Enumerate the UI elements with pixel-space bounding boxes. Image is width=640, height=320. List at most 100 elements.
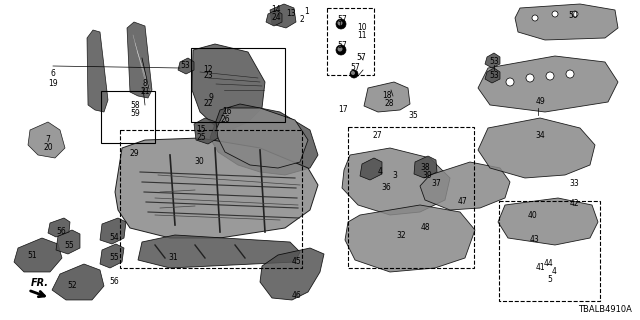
Circle shape	[552, 11, 558, 17]
Text: 12: 12	[204, 65, 212, 74]
Polygon shape	[28, 122, 65, 158]
Polygon shape	[478, 56, 618, 112]
Text: 42: 42	[569, 199, 579, 209]
Text: 49: 49	[535, 98, 545, 107]
Text: 38: 38	[420, 164, 430, 172]
Text: 5: 5	[548, 275, 552, 284]
Text: 15: 15	[196, 124, 206, 133]
Text: 51: 51	[27, 251, 37, 260]
Bar	[348, 127, 474, 268]
Polygon shape	[485, 53, 500, 68]
Polygon shape	[192, 44, 265, 130]
Text: 29: 29	[129, 148, 139, 157]
Polygon shape	[515, 4, 618, 40]
Polygon shape	[56, 230, 80, 254]
Text: 30: 30	[194, 156, 204, 165]
Polygon shape	[266, 10, 282, 26]
Text: 26: 26	[220, 115, 230, 124]
Text: 35: 35	[408, 110, 418, 119]
Polygon shape	[100, 244, 124, 268]
Polygon shape	[270, 4, 296, 28]
Circle shape	[566, 70, 574, 78]
Polygon shape	[260, 248, 324, 300]
Polygon shape	[420, 162, 510, 210]
Text: 8: 8	[143, 79, 147, 89]
Text: 36: 36	[381, 183, 391, 193]
Text: 23: 23	[203, 71, 213, 81]
Text: 19: 19	[48, 79, 58, 89]
Text: 53: 53	[489, 57, 499, 66]
Text: 57: 57	[356, 53, 366, 62]
Circle shape	[532, 15, 538, 21]
Text: 33: 33	[569, 179, 579, 188]
Text: 45: 45	[292, 257, 302, 266]
Text: 14: 14	[271, 5, 281, 14]
Text: 1: 1	[305, 7, 309, 17]
Polygon shape	[485, 68, 500, 83]
Text: 31: 31	[168, 253, 178, 262]
Text: 16: 16	[222, 107, 232, 116]
Text: 47: 47	[458, 196, 468, 205]
Text: 39: 39	[422, 172, 432, 180]
Text: 55: 55	[64, 241, 74, 250]
Circle shape	[350, 70, 358, 78]
Text: 55: 55	[109, 252, 119, 261]
Text: 53: 53	[489, 71, 499, 81]
Circle shape	[336, 19, 346, 29]
Text: 21: 21	[140, 87, 150, 97]
Polygon shape	[498, 198, 598, 245]
Text: 43: 43	[529, 236, 539, 244]
Text: 4: 4	[552, 267, 556, 276]
Text: 9: 9	[209, 92, 213, 101]
Polygon shape	[138, 235, 300, 268]
Circle shape	[572, 11, 578, 17]
Text: 11: 11	[357, 31, 367, 41]
Text: 56: 56	[56, 228, 66, 236]
Polygon shape	[478, 118, 595, 178]
Text: 57: 57	[337, 42, 347, 51]
Polygon shape	[14, 238, 62, 272]
Polygon shape	[360, 158, 382, 180]
Text: 22: 22	[204, 100, 212, 108]
Text: 41: 41	[535, 263, 545, 273]
Text: 40: 40	[527, 211, 537, 220]
Circle shape	[506, 78, 514, 86]
Polygon shape	[87, 30, 108, 112]
Text: 13: 13	[286, 10, 296, 19]
Bar	[499, 201, 600, 301]
Text: 4: 4	[378, 166, 383, 175]
Circle shape	[337, 20, 342, 26]
Polygon shape	[215, 108, 308, 168]
Bar	[191, 48, 285, 122]
Polygon shape	[178, 58, 194, 74]
Text: 37: 37	[431, 179, 441, 188]
Circle shape	[526, 74, 534, 82]
Text: 17: 17	[338, 106, 348, 115]
Text: 2: 2	[300, 15, 305, 25]
Bar	[101, 91, 155, 143]
Bar	[327, 8, 374, 75]
Text: 57: 57	[337, 15, 347, 25]
Text: 50: 50	[568, 11, 578, 20]
Text: 54: 54	[109, 233, 119, 242]
Text: FR.: FR.	[31, 278, 49, 288]
Text: 44: 44	[544, 259, 554, 268]
Polygon shape	[414, 156, 437, 178]
Text: 27: 27	[372, 132, 382, 140]
Polygon shape	[115, 138, 318, 238]
Polygon shape	[52, 264, 104, 300]
Text: 48: 48	[420, 223, 430, 233]
Text: 34: 34	[535, 131, 545, 140]
Circle shape	[337, 46, 342, 52]
Polygon shape	[100, 218, 126, 244]
Text: 28: 28	[384, 100, 394, 108]
Polygon shape	[194, 118, 218, 144]
Text: 53: 53	[180, 60, 190, 69]
Bar	[120, 130, 302, 268]
Text: 20: 20	[43, 143, 53, 153]
Circle shape	[546, 72, 554, 80]
Text: 3: 3	[392, 172, 397, 180]
Text: 25: 25	[196, 132, 206, 141]
Text: 59: 59	[130, 109, 140, 118]
Text: 6: 6	[51, 69, 56, 78]
